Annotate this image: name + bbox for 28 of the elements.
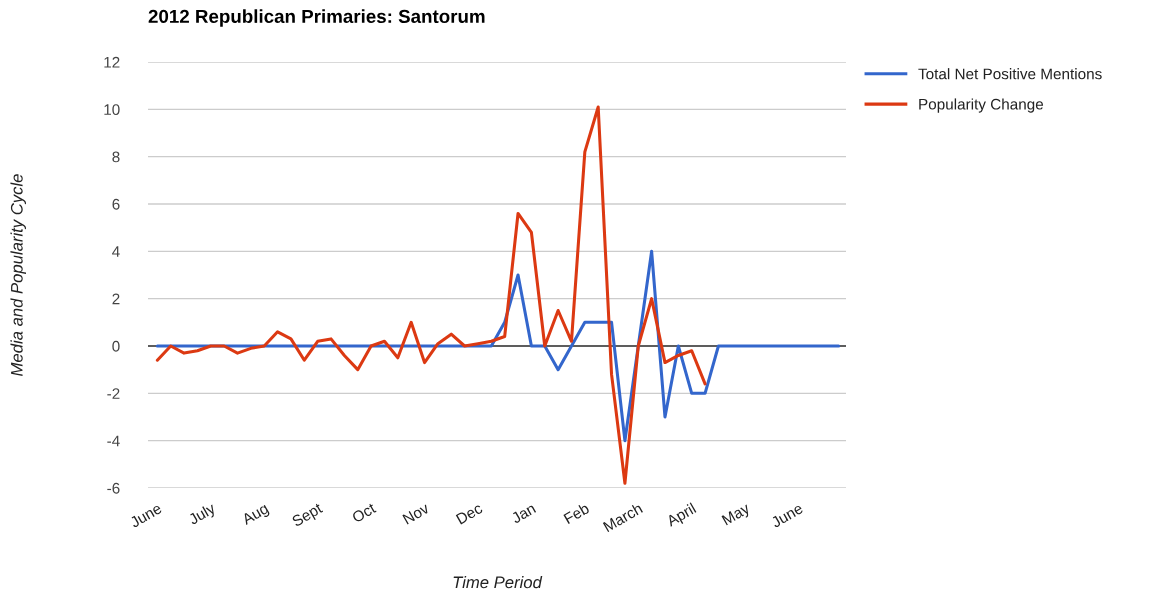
x-tick-label: Oct bbox=[351, 502, 377, 524]
x-tick-label: April bbox=[665, 502, 698, 530]
line-series bbox=[155, 105, 707, 485]
x-tick-label: Sept bbox=[291, 502, 325, 530]
x-tick-label: May bbox=[721, 502, 753, 529]
y-tick-label: 10 bbox=[104, 104, 120, 116]
x-tick-label: Dec bbox=[455, 502, 484, 525]
y-tick-label: 0 bbox=[112, 340, 120, 352]
legend-label: Total Net Positive Mentions bbox=[918, 68, 1102, 80]
y-tick-label: 12 bbox=[104, 56, 120, 68]
x-tick-label: June bbox=[770, 502, 804, 529]
x-tick-label: Feb bbox=[563, 502, 590, 525]
y-axis-title: Media and Popularity Cycle bbox=[10, 174, 26, 376]
x-axis-title: Time Period bbox=[453, 576, 543, 589]
x-tick-label: Aug bbox=[240, 502, 271, 528]
y-tick-label: -6 bbox=[107, 482, 120, 494]
chart-title: 2012 Republican Primaries: Santorum bbox=[148, 9, 485, 27]
y-tick-label: 2 bbox=[112, 293, 120, 305]
x-tick-label: Jan bbox=[510, 502, 537, 524]
x-tick-label: June bbox=[129, 502, 163, 529]
y-tick-label: -4 bbox=[107, 435, 120, 447]
legend-label: Popularity Change bbox=[919, 98, 1044, 113]
y-tick-label: 4 bbox=[112, 246, 120, 257]
x-tick-label: Nov bbox=[402, 502, 431, 525]
x-tick-label: July bbox=[187, 501, 218, 528]
y-tick-label: 6 bbox=[112, 198, 120, 210]
y-tick-label: -2 bbox=[107, 388, 120, 399]
y-tick-label: 8 bbox=[112, 151, 120, 163]
